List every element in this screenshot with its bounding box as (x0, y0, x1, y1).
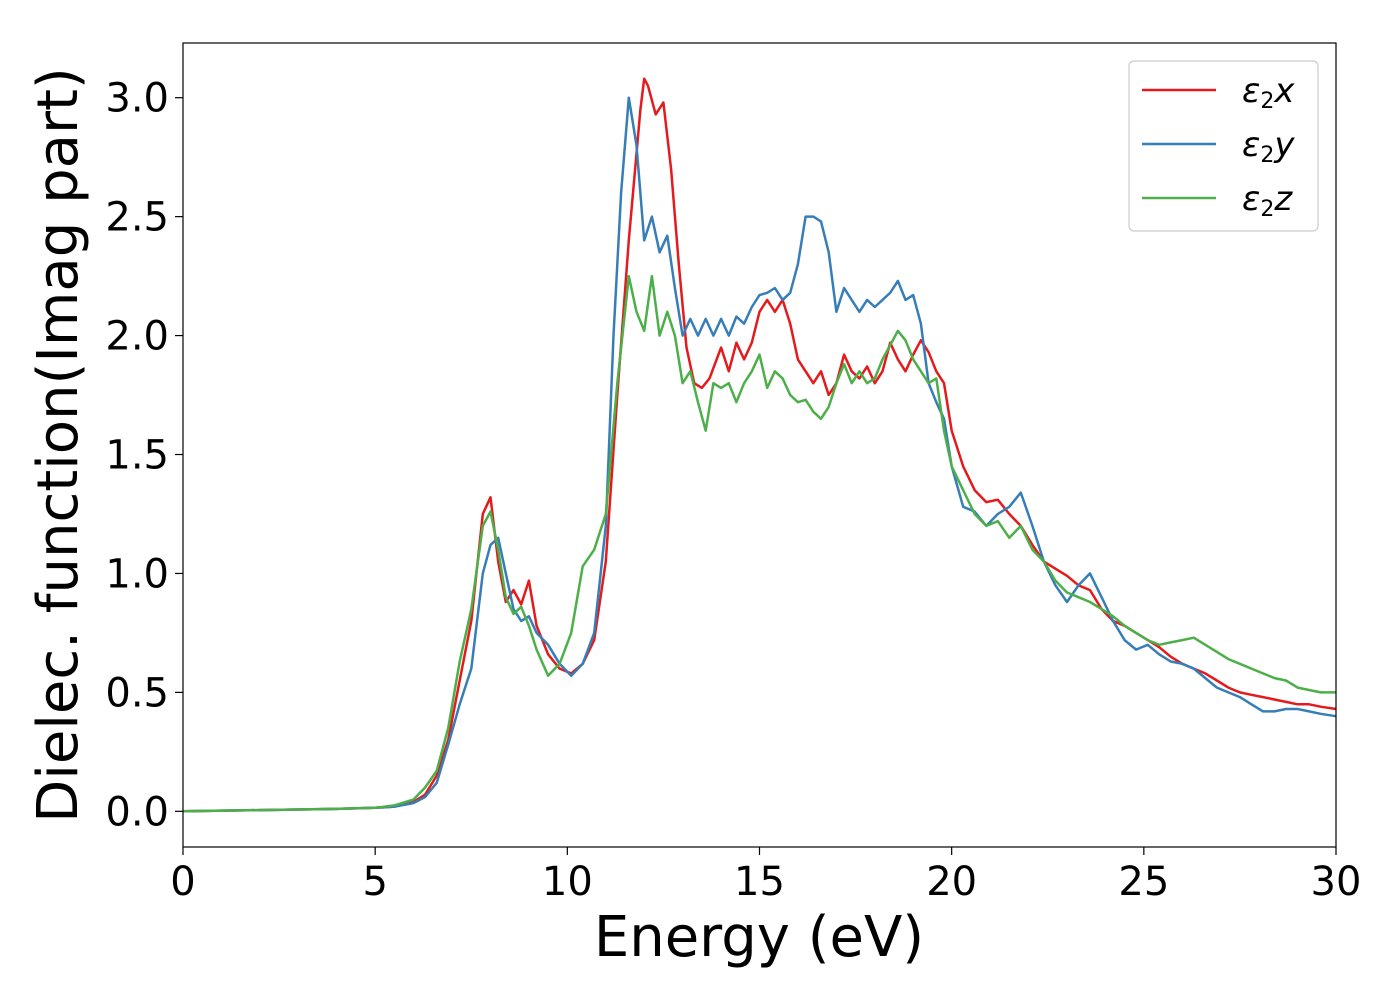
y-tick-label: 2.0 (105, 314, 169, 360)
x-tick-label: 20 (926, 859, 977, 905)
y-tick-label: 1.0 (105, 551, 169, 597)
y-tick-label: 1.5 (105, 433, 169, 479)
legend-label-y: ε2y (1242, 125, 1295, 168)
x-tick-label: 15 (734, 859, 785, 905)
legend-box (1128, 60, 1319, 232)
x-tick-label: 10 (542, 859, 593, 905)
x-tick-label: 25 (1118, 859, 1169, 905)
legend-label-x: ε2x (1242, 71, 1295, 114)
y-tick-label: 2.5 (105, 195, 169, 241)
legend: ε2x ε2y ε2z (1128, 60, 1319, 232)
y-tick-label: 0.0 (105, 789, 169, 835)
x-axis-ticks: 0 5 10 15 20 25 30 (170, 847, 1361, 905)
y-tick-label: 3.0 (105, 76, 169, 122)
legend-label-z: ε2z (1242, 179, 1293, 222)
x-axis-title: Energy (eV) (594, 905, 924, 970)
x-tick-label: 0 (170, 859, 195, 905)
x-tick-label: 30 (1311, 859, 1362, 905)
x-tick-label: 5 (362, 859, 387, 905)
series-layer (182, 77, 1337, 813)
series-line-y (182, 96, 1337, 813)
y-axis-ticks: 0.0 0.5 1.0 1.5 2.0 2.5 3.0 (105, 76, 183, 835)
series-line-z (182, 274, 1336, 813)
y-tick-label: 0.5 (105, 670, 169, 716)
y-axis-title: Dielec. function(Imag part) (26, 67, 91, 823)
